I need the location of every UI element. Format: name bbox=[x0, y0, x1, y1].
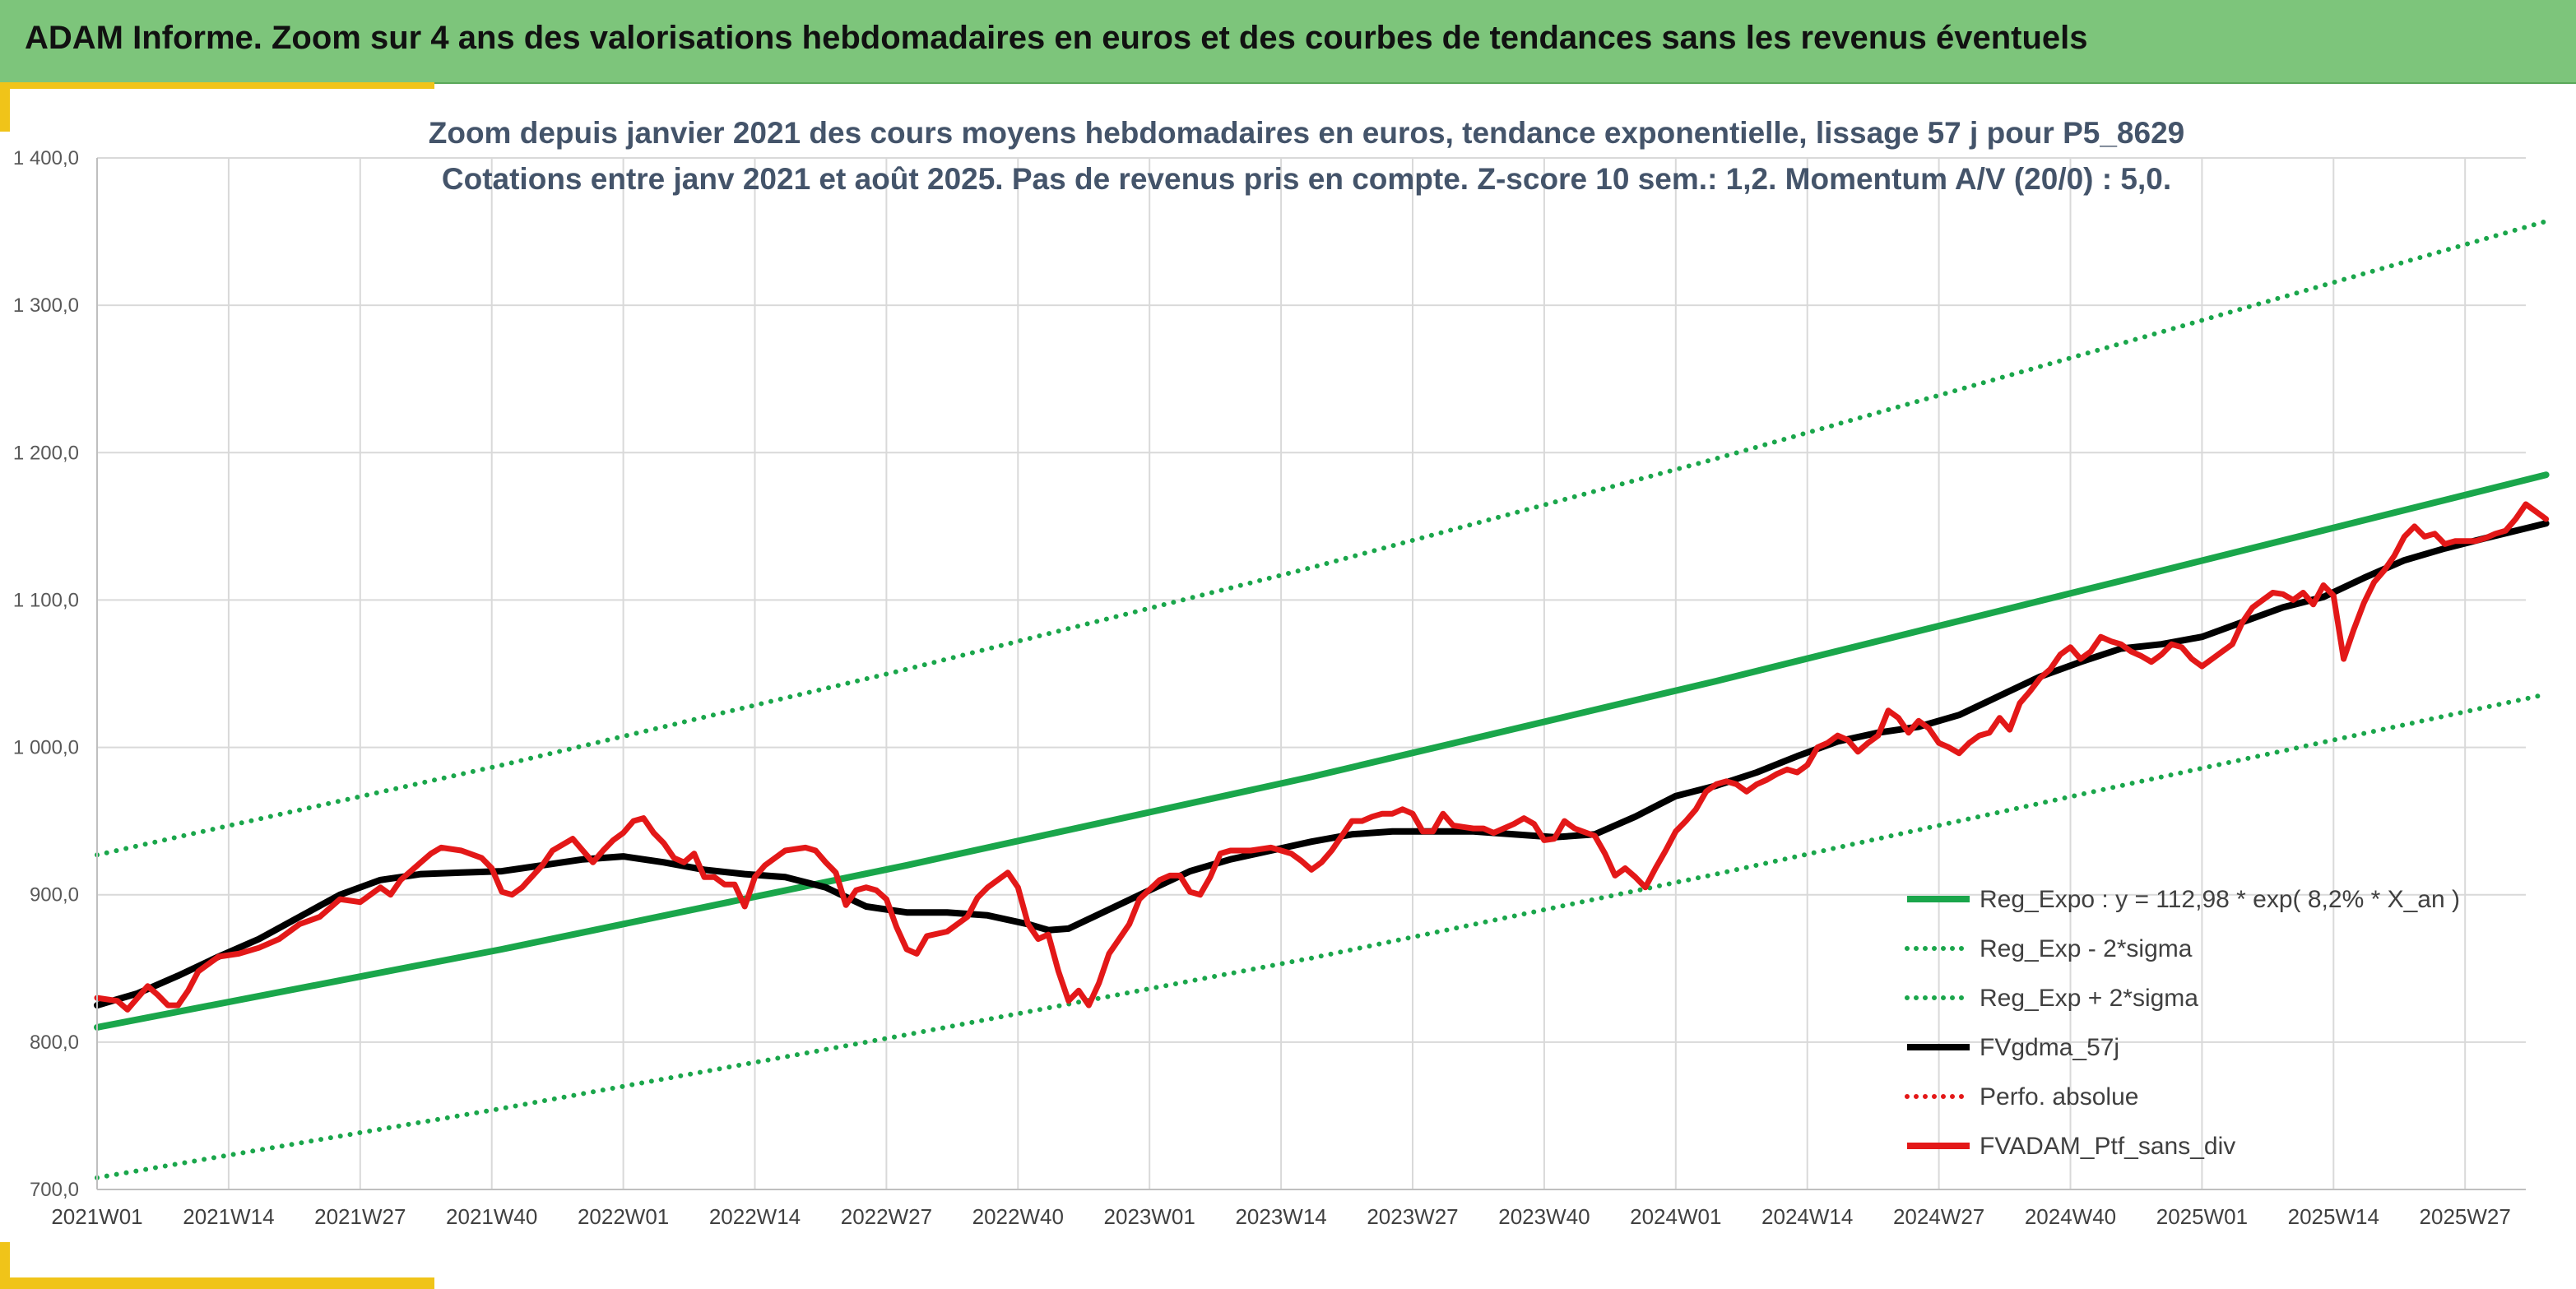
chart-subtitle: Cotations entre janv 2021 et août 2025. … bbox=[442, 162, 2171, 196]
gridlines bbox=[96, 157, 2526, 1190]
y-tick-label: 1 100,0 bbox=[13, 589, 79, 611]
legend-label: Reg_Exp + 2*sigma bbox=[1980, 985, 2198, 1012]
series-line-2 bbox=[95, 692, 2549, 1180]
x-tick-label: 2021W40 bbox=[446, 1204, 537, 1229]
y-tick-label: 1 400,0 bbox=[13, 147, 79, 169]
series-line-4 bbox=[94, 520, 2550, 1009]
x-tick-label: 2023W14 bbox=[1235, 1204, 1326, 1229]
x-tick-label: 2021W27 bbox=[314, 1204, 406, 1229]
axes: 700,0 800,0 900,0 1 000,0 1 100,0 1 200,0 1 30… bbox=[13, 147, 2526, 1229]
y-tick-label: 700,0 bbox=[30, 1179, 79, 1201]
x-tick-label: 2023W01 bbox=[1104, 1204, 1195, 1229]
series-lines bbox=[94, 219, 2550, 1180]
x-tick-label: 2024W40 bbox=[2025, 1204, 2116, 1229]
chart-title: Zoom depuis janvier 2021 des cours moyen… bbox=[429, 116, 2184, 150]
x-tick-label: 2025W01 bbox=[2156, 1204, 2248, 1229]
accent-bar-left-bottom bbox=[0, 1242, 10, 1289]
x-tick-label: 2022W40 bbox=[972, 1204, 1064, 1229]
x-tick-label: 2021W14 bbox=[183, 1204, 274, 1229]
y-tick-label: 900,0 bbox=[30, 884, 79, 906]
y-tick-label: 1 300,0 bbox=[13, 294, 79, 317]
x-tick-label: 2024W27 bbox=[1893, 1204, 1984, 1229]
legend-label: Reg_Expo : y = 112,98 * exp( 8,2% * X_an… bbox=[1980, 886, 2460, 913]
series-line-3 bbox=[95, 219, 2549, 858]
legend: Reg_Expo : y = 112,98 * exp( 8,2% * X_an… bbox=[1905, 886, 2460, 1160]
series-line-6 bbox=[94, 501, 2550, 1013]
y-tick-label: 800,0 bbox=[30, 1032, 79, 1054]
legend-label: FVADAM_Ptf_sans_div bbox=[1980, 1133, 2235, 1160]
legend-label: FVgdma_57j bbox=[1980, 1034, 2119, 1061]
x-tick-label: 2025W14 bbox=[2288, 1204, 2379, 1229]
y-tick-label: 1 200,0 bbox=[13, 442, 79, 464]
header-banner: ADAM Informe. Zoom sur 4 ans des valoris… bbox=[0, 0, 2576, 84]
accent-bar-bottom bbox=[0, 1277, 434, 1289]
x-tick-label: 2021W01 bbox=[51, 1204, 142, 1229]
x-tick-label: 2022W01 bbox=[578, 1204, 669, 1229]
y-tick-label: 1 000,0 bbox=[13, 737, 79, 759]
x-tick-label: 2023W40 bbox=[1498, 1204, 1590, 1229]
x-tick-label: 2024W01 bbox=[1630, 1204, 1721, 1229]
series-line-1 bbox=[94, 471, 2550, 1031]
accent-bar-left-top bbox=[0, 82, 10, 132]
x-tick-label: 2024W14 bbox=[1761, 1204, 1853, 1229]
x-tick-label: 2023W27 bbox=[1367, 1204, 1458, 1229]
legend-label: Reg_Exp - 2*sigma bbox=[1980, 935, 2193, 962]
x-tick-label: 2022W27 bbox=[841, 1204, 932, 1229]
x-tick-label: 2022W14 bbox=[709, 1204, 801, 1229]
accent-bar-top bbox=[0, 82, 434, 89]
page-title: ADAM Informe. Zoom sur 4 ans des valoris… bbox=[25, 20, 2088, 56]
legend-label: Perfo. absolue bbox=[1980, 1083, 2138, 1110]
x-tick-label: 2025W27 bbox=[2420, 1204, 2511, 1229]
